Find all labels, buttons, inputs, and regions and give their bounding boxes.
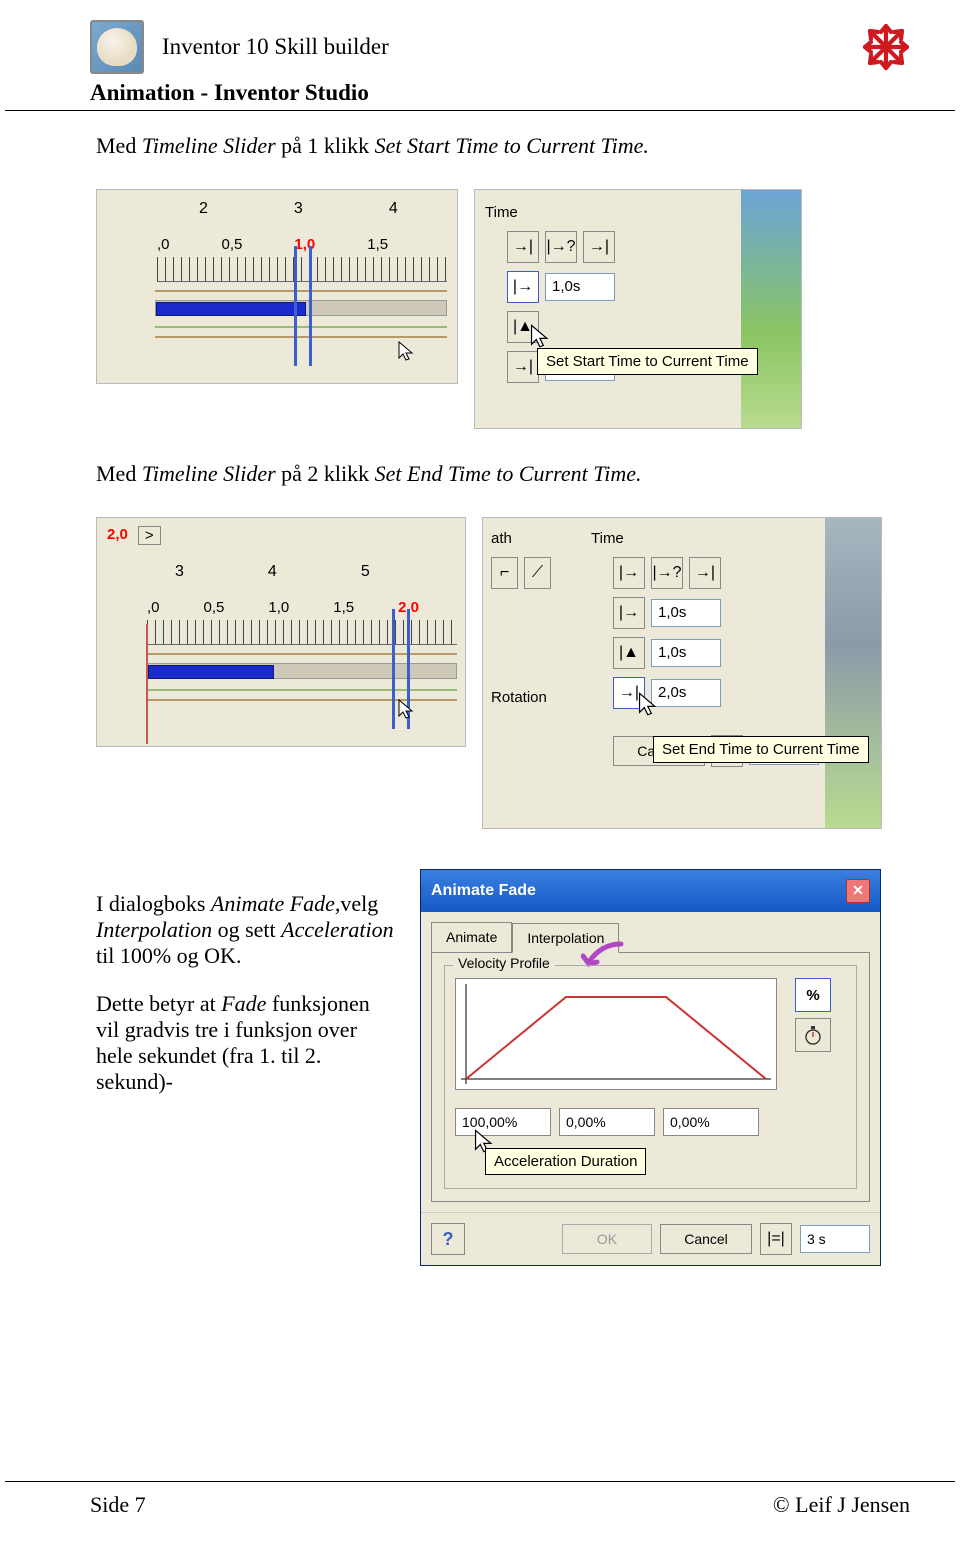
cursor-icon	[637, 691, 661, 717]
dialog-title: Animate Fade	[431, 882, 536, 900]
close-icon[interactable]: ✕	[846, 879, 870, 903]
cursor-icon	[397, 698, 417, 720]
timeline-screenshot-1: 2 3 4 ,0 0,5 1,0 1,5	[96, 189, 458, 384]
anchor-btn[interactable]: |▲	[613, 637, 645, 669]
paragraph-2: Med Timeline Slider på 2 klikk Set End T…	[96, 461, 910, 487]
end-field[interactable]: 2,0s	[651, 679, 721, 707]
figure-row-2: 2,0 > 3 4 5 ,0 0,5 1,0 1,5 2,0	[96, 517, 910, 829]
snowflake-icon	[862, 23, 910, 71]
duration-field[interactable]: 3 s	[800, 1225, 870, 1253]
time-goto-end-button[interactable]: →|	[583, 231, 615, 263]
cursor-icon	[529, 323, 553, 349]
cursor-icon	[397, 340, 417, 362]
time-panel-1: Time →| |→? →| |→ 1,0s |▲ Set Start Time…	[474, 189, 802, 429]
decel-pct-field[interactable]: 0,00%	[663, 1108, 759, 1136]
help-button[interactable]: ?	[431, 1223, 465, 1255]
apply-button[interactable]: |=|	[760, 1223, 792, 1255]
time-panel-2: ath ⌐ ⟋ Rotation Time |→ |→? →| |→	[482, 517, 882, 829]
anchor-field[interactable]: 1,0s	[651, 639, 721, 667]
path-linear-button[interactable]: ⌐	[491, 557, 518, 589]
app-icon	[90, 20, 144, 74]
copyright: © Leif J Jensen	[773, 1492, 910, 1518]
header: Inventor 10 Skill builder	[90, 20, 910, 74]
cancel-button-2[interactable]: Cancel	[660, 1224, 752, 1254]
paragraph-3: I dialogboks Animate Fade,velg Interpola…	[96, 869, 396, 1266]
animate-fade-dialog: Animate Fade ✕ Animate Interpolation Vel…	[420, 869, 881, 1266]
figure-row-1: 2 3 4 ,0 0,5 1,0 1,5 Time	[96, 189, 910, 429]
unit-percent-button[interactable]: %	[795, 978, 831, 1012]
page-title: Inventor 10 Skill builder	[162, 34, 389, 60]
unit-time-button[interactable]	[795, 1018, 831, 1052]
set-end-time-button[interactable]: →|	[507, 351, 539, 383]
timeline-screenshot-2: 2,0 > 3 4 5 ,0 0,5 1,0 1,5 2,0	[96, 517, 466, 747]
tab-animate[interactable]: Animate	[431, 922, 512, 952]
time-goto-start-button[interactable]: →|	[507, 231, 539, 263]
content-block-3: I dialogboks Animate Fade,velg Interpola…	[90, 839, 910, 1266]
paragraph-1: Med Timeline Slider på 1 klikk Set Start…	[96, 133, 910, 159]
start-field[interactable]: 1,0s	[651, 599, 721, 627]
tooltip-set-start: Set Start Time to Current Time	[537, 348, 758, 375]
subtitle-row: Animation - Inventor Studio	[5, 80, 955, 111]
dialog-titlebar: Animate Fade ✕	[421, 870, 880, 912]
path-curve-button[interactable]: ⟋	[524, 557, 551, 589]
velocity-plot	[455, 978, 777, 1090]
page-footer: Side 7 © Leif J Jensen	[5, 1481, 955, 1518]
set-start-time-button[interactable]: |→	[507, 271, 539, 303]
ok-button[interactable]: OK	[562, 1224, 652, 1254]
velocity-profile-group: Velocity Profile %	[444, 965, 857, 1189]
time-query-button[interactable]: |→?	[545, 231, 577, 263]
const-pct-field[interactable]: 0,00%	[559, 1108, 655, 1136]
stopwatch-icon	[803, 1025, 823, 1045]
tooltip-set-end: Set End Time to Current Time	[653, 736, 869, 763]
start-time-field[interactable]: 1,0s	[545, 273, 615, 301]
subtitle: Animation - Inventor Studio	[90, 80, 369, 105]
time-btn-2[interactable]: |→?	[651, 557, 683, 589]
page-number: Side 7	[90, 1492, 146, 1518]
accel-pct-field[interactable]: 100,00%	[455, 1108, 551, 1136]
start-btn[interactable]: |→	[613, 597, 645, 629]
time-btn-3[interactable]: →|	[689, 557, 721, 589]
time-btn-1[interactable]: |→	[613, 557, 645, 589]
accel-tooltip: Acceleration Duration	[485, 1148, 646, 1175]
